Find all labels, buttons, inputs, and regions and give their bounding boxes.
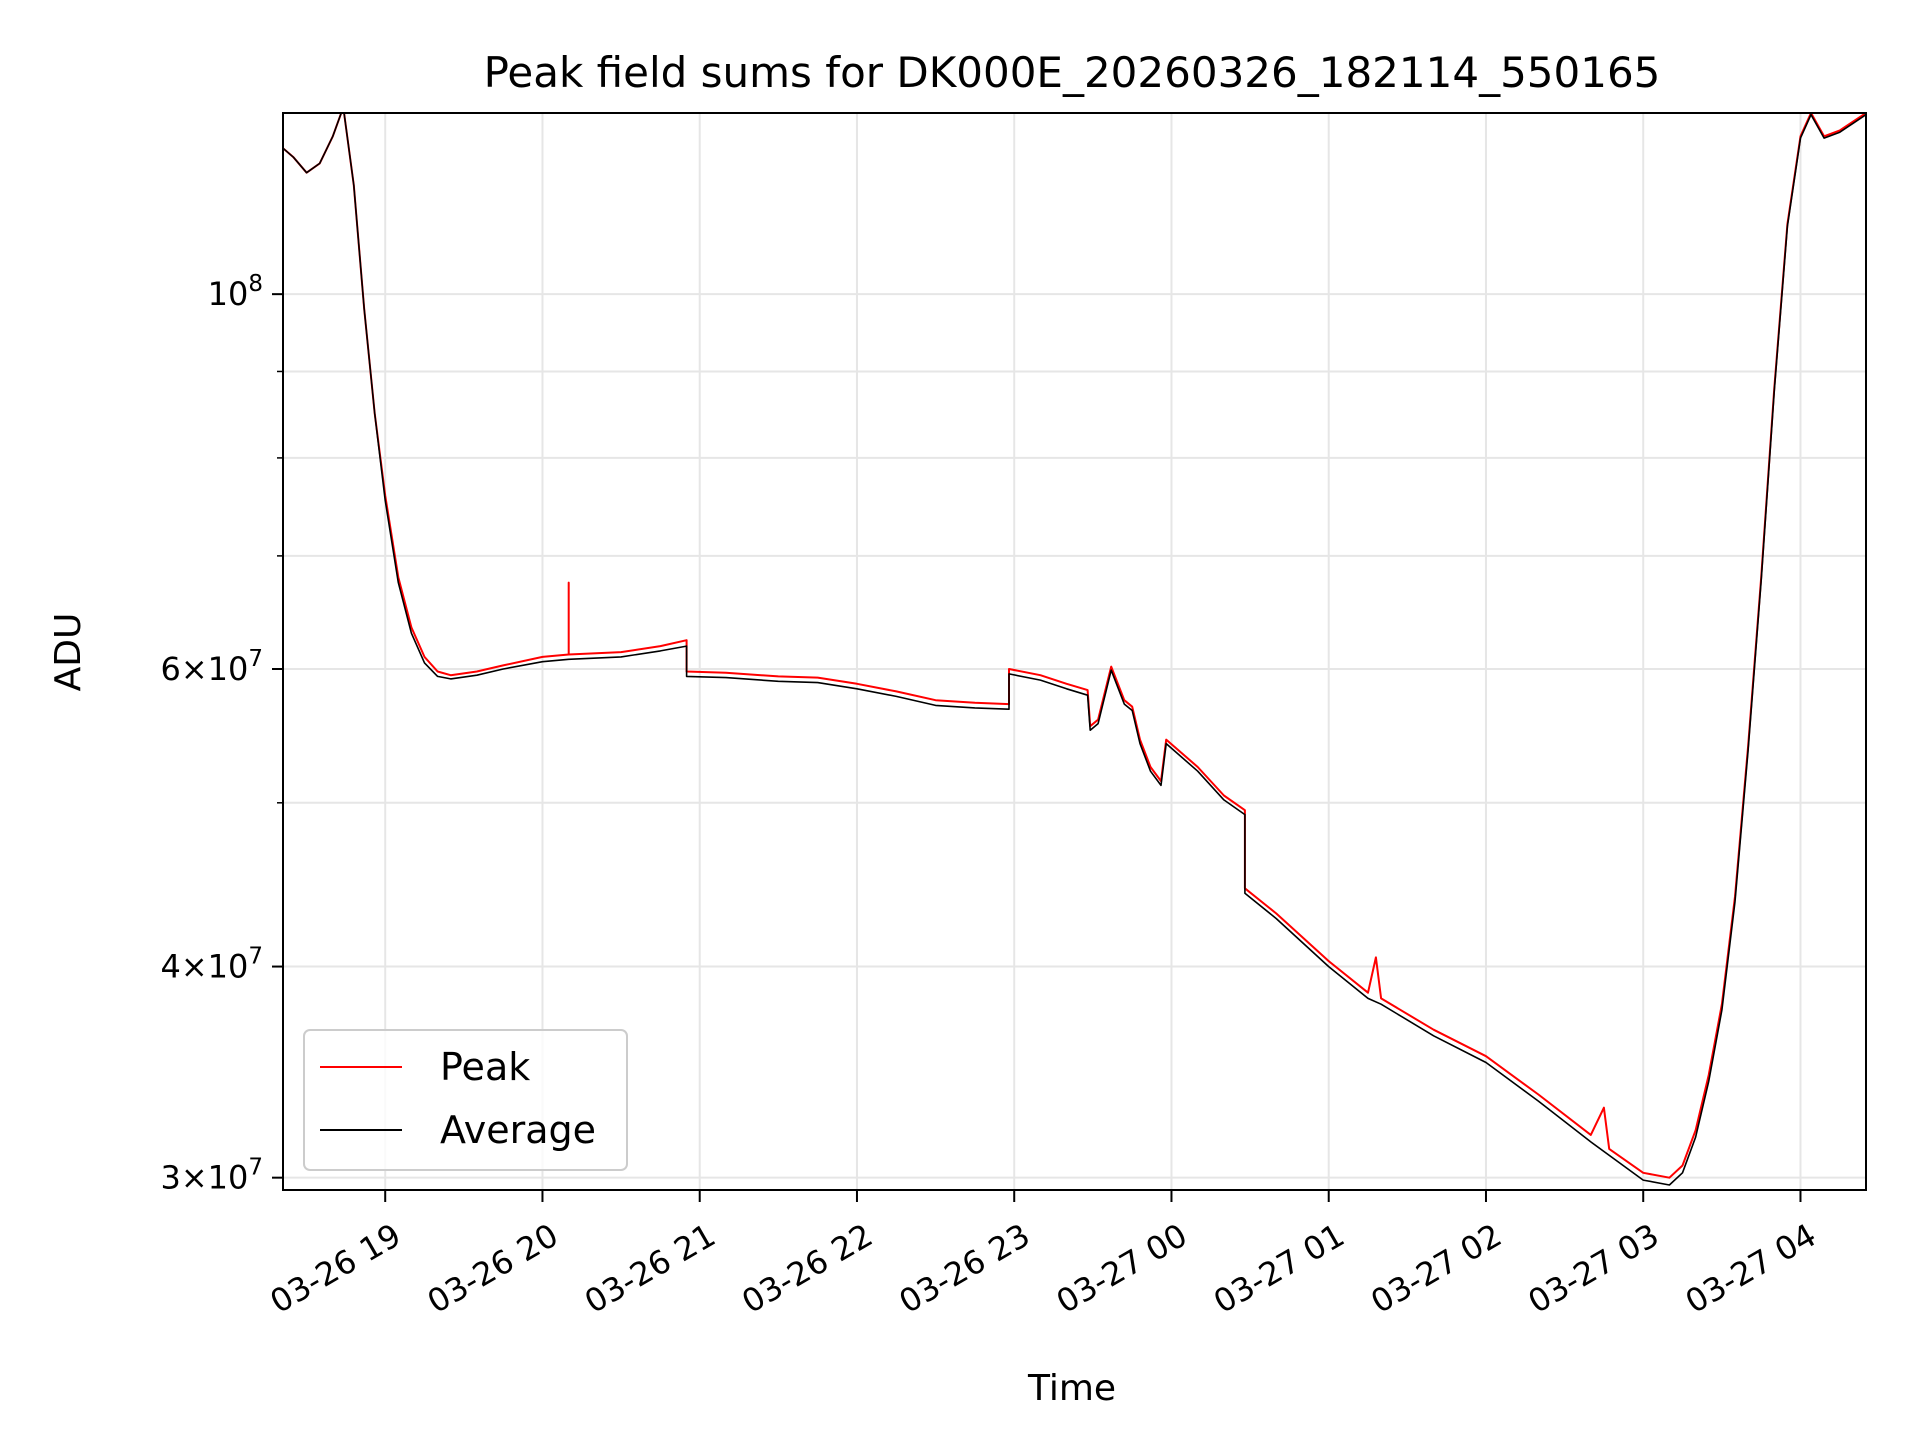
legend-label-average: Average — [440, 1108, 596, 1152]
x-axis-label: Time — [1027, 1368, 1116, 1409]
legend-label-peak: Peak — [440, 1045, 530, 1089]
grid-lines — [283, 113, 1866, 1190]
series-line-average — [283, 113, 1866, 1186]
y-axis-label: ADU — [48, 613, 89, 692]
series-line-peak — [283, 113, 1866, 1179]
series-layer — [283, 113, 1866, 1186]
y-tick-label: 108 — [208, 271, 263, 313]
y-tick-label: 3×107 — [160, 1155, 263, 1197]
y-axis-ticks: 3×107 4×107 6×107 108 — [160, 271, 283, 1197]
legend: Peak Average — [303, 1029, 628, 1171]
chart-title: Peak field sums for DK000E_20260326_1821… — [484, 48, 1661, 97]
legend-box — [303, 1029, 628, 1171]
y-tick-label: 6×107 — [160, 646, 263, 688]
y-tick-label: 4×107 — [160, 944, 263, 986]
plot-frame — [282, 112, 1867, 1191]
